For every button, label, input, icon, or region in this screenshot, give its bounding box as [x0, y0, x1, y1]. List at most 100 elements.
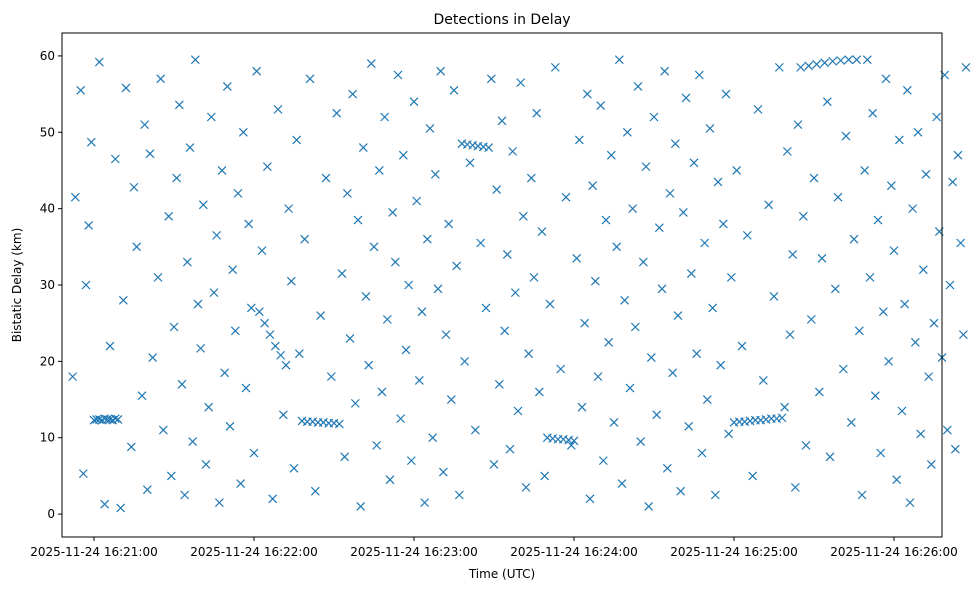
data-point	[633, 82, 643, 91]
data-point	[593, 372, 603, 382]
data-point	[198, 200, 208, 210]
data-point	[809, 173, 819, 183]
data-point	[894, 135, 904, 145]
data-point	[566, 440, 576, 450]
data-point	[521, 482, 531, 492]
data-point	[377, 387, 387, 397]
data-point	[116, 503, 126, 513]
data-point	[790, 482, 800, 492]
data-point	[414, 376, 424, 385]
data-point	[622, 127, 632, 137]
data-point	[662, 463, 672, 473]
data-point	[582, 89, 592, 99]
data-point	[385, 475, 395, 485]
data-point	[836, 56, 846, 65]
data-point	[361, 292, 371, 301]
x-tick-label: 2025-11-24 16:24:00	[510, 545, 637, 559]
data-point	[230, 326, 240, 336]
y-tick-label: 20	[40, 354, 55, 368]
data-point	[249, 448, 259, 458]
data-point	[241, 383, 251, 393]
data-point	[470, 425, 480, 435]
data-point	[390, 257, 400, 267]
data-point	[801, 440, 811, 450]
data-point	[673, 311, 683, 320]
data-point	[526, 173, 536, 183]
data-point	[334, 419, 344, 429]
data-point	[956, 238, 966, 248]
data-point	[110, 154, 120, 164]
data-point	[169, 322, 179, 332]
data-point	[857, 490, 867, 500]
data-point	[817, 253, 827, 263]
data-point	[420, 498, 430, 508]
data-point	[105, 341, 115, 351]
data-point	[502, 250, 512, 259]
data-point	[254, 307, 264, 317]
x-tick-label: 2025-11-24 16:21:00	[30, 545, 157, 559]
data-point	[137, 391, 147, 401]
data-point	[710, 490, 720, 500]
x-tick-label: 2025-11-24 16:25:00	[670, 545, 797, 559]
y-tick-label: 30	[40, 278, 55, 292]
data-point	[417, 307, 427, 317]
data-point	[126, 442, 136, 452]
data-point	[284, 204, 294, 214]
data-point	[148, 353, 158, 362]
data-point	[561, 192, 571, 202]
data-point	[404, 280, 414, 290]
data-point	[897, 406, 907, 416]
data-point	[518, 211, 528, 221]
data-point	[222, 82, 232, 91]
data-point	[158, 425, 168, 435]
data-point	[345, 334, 355, 343]
data-point	[620, 295, 630, 305]
data-point	[481, 303, 491, 313]
data-point	[372, 440, 382, 450]
data-point	[588, 181, 598, 191]
data-point	[412, 196, 422, 206]
data-point	[820, 58, 830, 68]
data-point	[486, 74, 496, 84]
data-point	[726, 272, 736, 282]
data-point	[281, 360, 291, 370]
data-point	[697, 448, 707, 458]
data-point	[908, 204, 918, 214]
data-point	[684, 421, 694, 431]
data-point	[702, 395, 712, 404]
data-point	[753, 104, 763, 114]
data-point	[849, 234, 859, 244]
data-point	[924, 372, 934, 382]
data-point	[860, 166, 870, 175]
data-point	[438, 467, 448, 477]
data-point	[332, 108, 342, 118]
data-point	[822, 97, 832, 107]
data-point	[617, 479, 627, 488]
data-point	[252, 66, 262, 76]
data-point	[654, 223, 664, 233]
data-point	[337, 269, 347, 278]
data-point	[876, 448, 886, 458]
data-point	[748, 471, 758, 481]
data-point	[668, 368, 678, 378]
data-point	[326, 372, 336, 382]
data-point	[182, 257, 192, 267]
data-point	[641, 162, 651, 172]
data-point	[932, 112, 942, 122]
chart-title: Detections in Delay	[433, 12, 570, 28]
data-point	[918, 265, 928, 275]
data-point	[233, 188, 243, 198]
data-point	[366, 59, 376, 68]
data-point	[270, 341, 280, 351]
data-point	[718, 219, 728, 229]
data-point	[142, 485, 152, 495]
data-point	[294, 349, 304, 359]
data-point	[140, 120, 150, 130]
data-point	[81, 280, 91, 290]
data-point	[916, 429, 926, 439]
data-point	[78, 469, 88, 479]
data-point	[574, 135, 584, 145]
data-point	[465, 158, 475, 168]
data-point	[172, 173, 182, 183]
